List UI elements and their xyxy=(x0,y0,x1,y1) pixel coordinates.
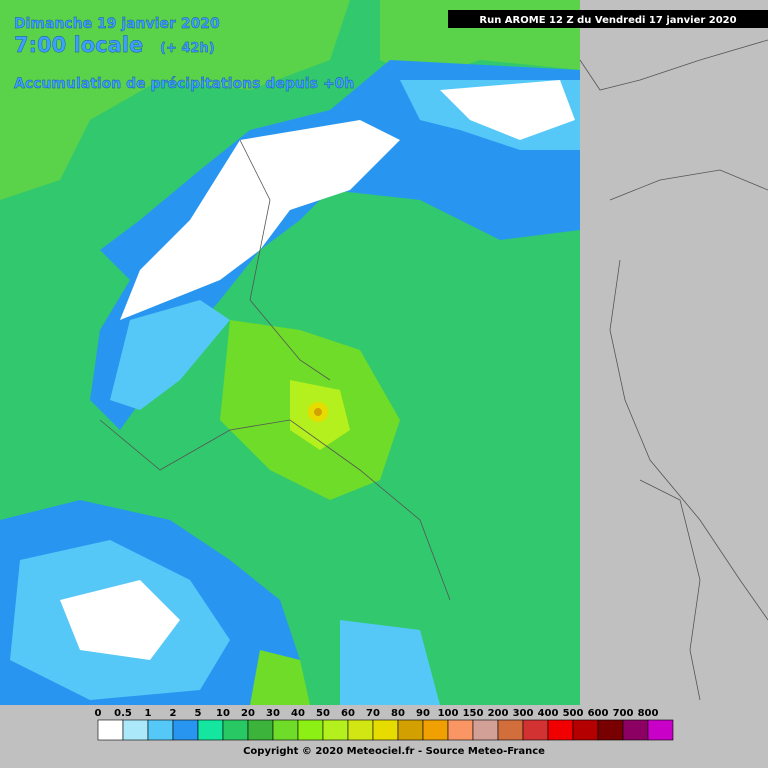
legend-label: 600 xyxy=(588,708,609,719)
legend-swatch xyxy=(97,719,124,741)
legend-label: 30 xyxy=(266,708,280,719)
run-label: Run AROME 12 Z du Vendredi 17 janvier 20… xyxy=(479,15,736,26)
product-title: Accumulation de précipitations depuis +0… xyxy=(14,76,354,92)
legend-swatch xyxy=(422,719,449,741)
legend-swatch xyxy=(172,719,199,741)
legend-label: 60 xyxy=(341,708,355,719)
legend-label: 500 xyxy=(563,708,584,719)
legend-swatch xyxy=(397,719,424,741)
legend-label: 800 xyxy=(638,708,659,719)
legend-swatch xyxy=(272,719,299,741)
legend-label: 0.5 xyxy=(114,708,132,719)
legend-swatch xyxy=(522,719,549,741)
out-of-domain xyxy=(580,0,768,768)
legend-swatch xyxy=(647,719,674,741)
copyright: Copyright © 2020 Meteociel.fr - Source M… xyxy=(243,746,545,757)
borders xyxy=(99,39,768,701)
forecast-date: Dimanche 19 janvier 2020 xyxy=(14,16,220,32)
legend-label: 90 xyxy=(416,708,430,719)
legend-swatch xyxy=(597,719,624,741)
lead-time: (+ 42h) xyxy=(160,41,215,56)
legend: 0 0.5 1 2 5 10 20 30 40 50 60 70 80 90 100 150 200 300 400… xyxy=(95,708,674,741)
legend-label: 20 xyxy=(241,708,255,719)
legend-swatch xyxy=(497,719,524,741)
forecast-time: 7:00 locale xyxy=(14,33,143,57)
legend-label: 0 xyxy=(95,708,102,719)
legend-swatch xyxy=(572,719,599,741)
legend-swatch xyxy=(622,719,649,741)
precip-areas xyxy=(0,0,580,705)
legend-label: 1 xyxy=(145,708,152,719)
legend-swatch xyxy=(547,719,574,741)
legend-swatch xyxy=(297,719,324,741)
legend-label: 50 xyxy=(316,708,330,719)
legend-label: 80 xyxy=(391,708,405,719)
legend-label: 10 xyxy=(216,708,230,719)
legend-swatch xyxy=(472,719,499,741)
legend-label: 200 xyxy=(488,708,509,719)
legend-swatch xyxy=(372,719,399,741)
run-banner xyxy=(448,10,768,28)
legend-swatch xyxy=(447,719,474,741)
legend-label: 2 xyxy=(170,708,177,719)
legend-label: 400 xyxy=(538,708,559,719)
legend-swatch xyxy=(197,719,224,741)
legend-label: 150 xyxy=(463,708,484,719)
legend-label: 70 xyxy=(366,708,380,719)
legend-label: 300 xyxy=(513,708,534,719)
legend-label: 100 xyxy=(438,708,459,719)
legend-swatch xyxy=(222,719,249,741)
legend-swatch xyxy=(347,719,374,741)
legend-label: 700 xyxy=(613,708,634,719)
legend-swatch xyxy=(247,719,274,741)
legend-label: 40 xyxy=(291,708,305,719)
legend-swatch xyxy=(147,719,174,741)
legend-label: 5 xyxy=(195,708,202,719)
legend-swatch xyxy=(322,719,349,741)
legend-swatch xyxy=(122,719,149,741)
